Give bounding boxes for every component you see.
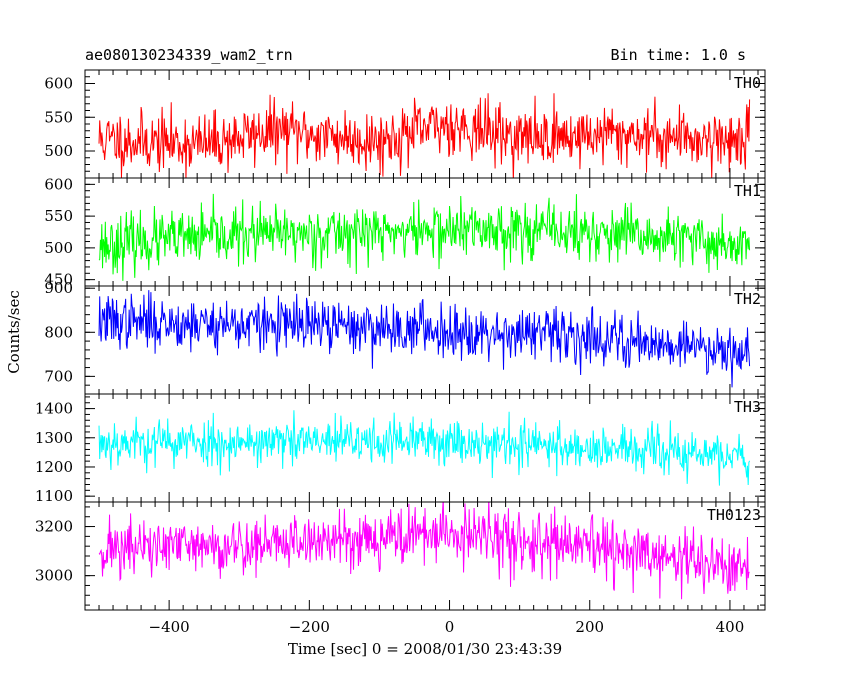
panel-label-th3: TH3 [734, 398, 761, 416]
panel-th0: 500 550 600 TH0 [44, 69, 766, 179]
panel-th2: 700 800 900 TH2 [44, 279, 766, 395]
y-tick-label: 3200 [35, 518, 73, 536]
panels-group: 500 550 600 TH0 450 500 550 600 TH1 700 800 900 TH2 1… [35, 69, 766, 611]
series-line-th2 [98, 290, 751, 388]
x-tick-label: 400 [716, 618, 745, 636]
y-tick-label: 600 [44, 175, 73, 193]
series-line-th3 [98, 410, 751, 486]
y-tick-label: 1100 [35, 487, 73, 505]
panel-th3: 1100 1200 1300 1400 TH3 [35, 393, 766, 505]
y-tick-label: 3000 [35, 567, 73, 585]
y-tick-label: 550 [44, 108, 73, 126]
y-tick-label: 550 [44, 207, 73, 225]
x-axis-label: Time [sec] 0 = 2008/01/30 23:43:39 [288, 640, 562, 658]
x-axis: −400 −200 0 200 400 [149, 618, 745, 636]
y-tick-label: 900 [44, 279, 73, 297]
series-line-th1 [98, 193, 751, 281]
panel-label-th0: TH0 [734, 74, 761, 92]
y-tick-label: 1300 [35, 429, 73, 447]
panel-label-th0123: TH0123 [707, 506, 761, 524]
panel-th1: 450 500 550 600 TH1 [44, 175, 766, 289]
chart-bin-time: Bin time: 1.0 s [611, 46, 746, 64]
series-line-th0 [98, 93, 751, 178]
x-tick-label: 200 [575, 618, 604, 636]
y-tick-label: 1200 [35, 458, 73, 476]
y-tick-label: 500 [44, 142, 73, 160]
y-tick-label: 700 [44, 367, 73, 385]
y-tick-label: 600 [44, 75, 73, 93]
x-tick-label: 0 [445, 618, 455, 636]
y-tick-label: 450 [44, 271, 73, 289]
panel-label-th2: TH2 [734, 290, 761, 308]
y-tick-label: 1400 [35, 400, 73, 418]
x-tick-label: −400 [149, 618, 190, 636]
y-tick-label: 500 [44, 239, 73, 257]
y-tick-label: 800 [44, 323, 73, 341]
panel-label-th1: TH1 [734, 182, 761, 200]
y-axis-label: Counts/sec [5, 290, 23, 374]
x-tick-label: −200 [289, 618, 330, 636]
chart-title: ae080130234339_wam2_trn [85, 46, 293, 64]
series-line-th0123 [98, 502, 750, 600]
panel-th0123: 3000 3200 TH0123 [35, 501, 766, 611]
